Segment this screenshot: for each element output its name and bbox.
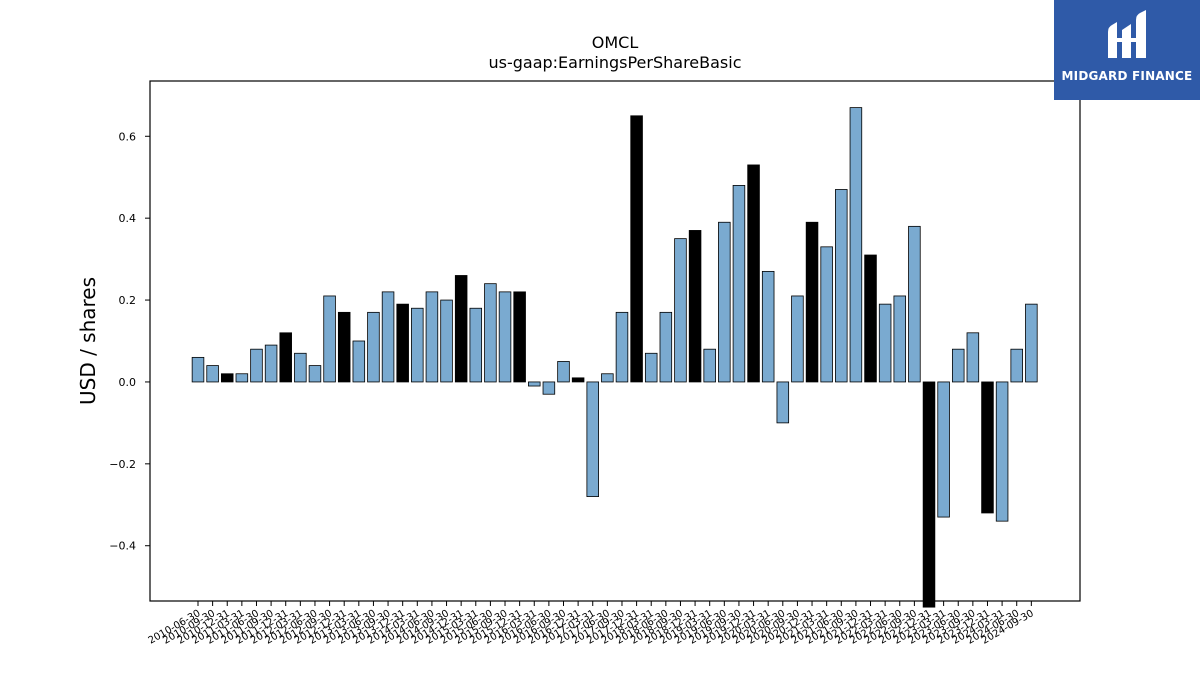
plot-frame bbox=[149, 80, 1081, 602]
bar-2022-09-30 bbox=[908, 225, 921, 383]
bar-2017-09-30 bbox=[615, 311, 629, 383]
bar-2012-09-30 bbox=[323, 295, 336, 383]
bar-2018-12-31 bbox=[688, 230, 702, 383]
bar-2021-09-30 bbox=[849, 107, 863, 383]
bar-2015-03-31 bbox=[469, 307, 483, 383]
bar-2023-12-31 bbox=[981, 381, 994, 514]
bar-2010-12-31 bbox=[220, 373, 234, 383]
bar-2024-03-31 bbox=[995, 381, 1009, 522]
bar-2012-12-31 bbox=[337, 311, 351, 383]
bar-2018-09-30 bbox=[674, 238, 687, 383]
bar-2020-12-31 bbox=[805, 221, 819, 383]
bar-2011-09-30 bbox=[264, 344, 278, 383]
bar-2010-06-30 bbox=[191, 356, 205, 383]
bar-2013-12-31 bbox=[396, 303, 409, 383]
bar-2018-06-30 bbox=[659, 311, 673, 383]
bar-2012-06-30 bbox=[308, 365, 322, 383]
bar-2011-12-31 bbox=[279, 332, 292, 383]
bar-2018-03-31 bbox=[644, 352, 658, 383]
y-tick-label: −0.4 bbox=[109, 540, 136, 553]
bar-2019-03-31 bbox=[703, 348, 716, 383]
bar-2014-12-31 bbox=[454, 275, 468, 383]
chart-subtitle: us-gaap:EarningsPerShareBasic bbox=[488, 53, 741, 72]
bar-2010-09-30 bbox=[206, 365, 219, 383]
bar-2017-06-30 bbox=[601, 373, 614, 383]
bar-2016-03-31 bbox=[528, 381, 541, 387]
x-ticks: 2010-06-302010-09-302010-12-312011-03-31… bbox=[147, 601, 1036, 647]
bar-2014-06-30 bbox=[425, 291, 439, 383]
bar-2019-09-30 bbox=[732, 185, 746, 383]
y-tick-label: 0.2 bbox=[119, 294, 137, 307]
bar-2019-12-31 bbox=[747, 164, 760, 383]
bar-2020-06-30 bbox=[776, 381, 790, 424]
bar-2015-12-31 bbox=[513, 291, 526, 383]
bar-2011-06-30 bbox=[250, 348, 263, 383]
midgard-logo-icon bbox=[1108, 10, 1146, 58]
y-tick-label: −0.2 bbox=[109, 458, 136, 471]
bar-2013-06-30 bbox=[367, 311, 380, 383]
bar-2014-03-31 bbox=[411, 307, 424, 383]
bar-2013-09-30 bbox=[381, 291, 395, 383]
bar-2017-12-31 bbox=[630, 115, 643, 383]
y-axis-label: USD / shares bbox=[76, 277, 100, 405]
brand-logo: MIDGARD FINANCE bbox=[1054, 0, 1200, 100]
bar-2019-06-30 bbox=[718, 221, 731, 383]
y-ticks: −0.4 −0.2 0.0 0.2 0.4 0.6 bbox=[109, 130, 150, 553]
bar-2020-03-31 bbox=[761, 270, 775, 383]
bar-2017-03-31 bbox=[586, 381, 599, 497]
bar-2021-03-31 bbox=[820, 246, 833, 383]
bar-2022-06-30 bbox=[893, 295, 907, 383]
bar-2012-03-31 bbox=[294, 352, 307, 383]
bar-2023-09-30 bbox=[966, 332, 980, 383]
bar-2016-09-30 bbox=[557, 361, 570, 383]
bar-2021-06-30 bbox=[835, 189, 848, 383]
bars-group bbox=[191, 107, 1038, 608]
bar-2024-06-30 bbox=[1010, 348, 1023, 383]
bar-2024-09-30 bbox=[1025, 303, 1038, 383]
bar-2021-12-31 bbox=[864, 254, 877, 383]
y-tick-label: 0.4 bbox=[119, 212, 137, 225]
chart-title: OMCL bbox=[592, 33, 639, 52]
y-tick-label: 0.0 bbox=[119, 376, 137, 389]
bar-2022-03-31 bbox=[878, 303, 892, 383]
bar-2023-03-31 bbox=[937, 381, 950, 518]
bar-2016-12-31 bbox=[571, 377, 585, 383]
bar-2016-06-30 bbox=[542, 381, 556, 395]
y-tick-label: 0.6 bbox=[119, 130, 137, 143]
bar-2020-09-30 bbox=[791, 295, 804, 383]
bar-2022-12-31 bbox=[922, 381, 936, 608]
bar-2023-06-30 bbox=[951, 348, 965, 383]
bar-2015-09-30 bbox=[498, 291, 512, 383]
bar-2015-06-30 bbox=[484, 283, 497, 383]
bar-2014-09-30 bbox=[440, 299, 453, 383]
bar-2013-03-31 bbox=[352, 340, 366, 383]
brand-name: MIDGARD FINANCE bbox=[1061, 69, 1193, 83]
bar-2011-03-31 bbox=[235, 373, 249, 383]
